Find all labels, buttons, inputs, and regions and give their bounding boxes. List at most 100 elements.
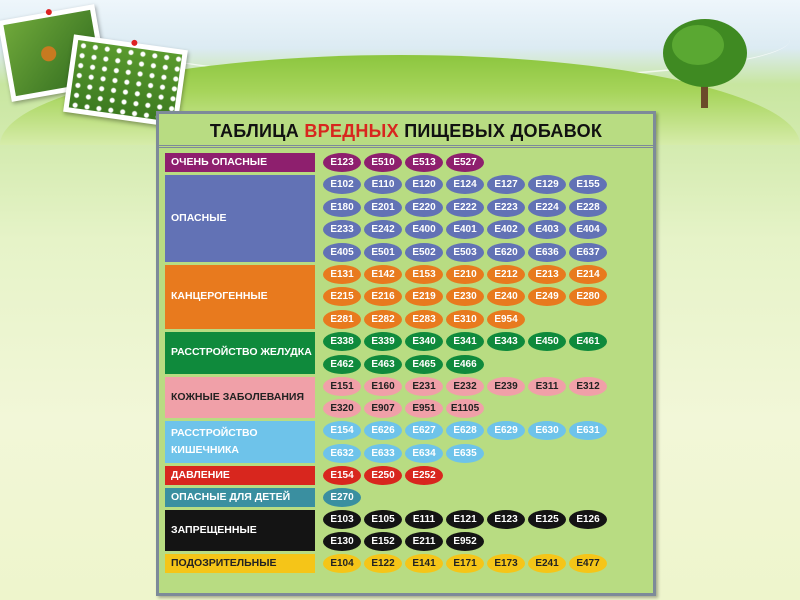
additive-code-badge: E105 <box>364 509 402 529</box>
category-row: ОПАСНЫЕ ДЛЯ ДЕТЕЙ E270 <box>165 487 647 507</box>
additive-code-badge: E104 <box>323 554 361 574</box>
category-row: РАССТРОЙСТВО ЖЕЛУДКА E338 E339 E340 E341 E343… <box>165 331 647 374</box>
additive-code-badge: E212 <box>487 264 525 284</box>
additive-code-badge: E463 <box>364 354 402 374</box>
additive-code-badge: E141 <box>405 554 443 574</box>
additive-code-badge: E634 <box>405 443 443 463</box>
additive-code-badge: E952 <box>446 532 484 552</box>
additive-code-badge: E220 <box>405 197 443 217</box>
tree-illustration <box>663 19 747 108</box>
additive-code-badge: E338 <box>323 331 361 351</box>
additive-code-badge: E341 <box>446 331 484 351</box>
additive-code-badge: E222 <box>446 197 484 217</box>
additive-code-badge: E403 <box>528 220 566 240</box>
additive-codes: E131 E142 E153 E210 E212 E213 E214 E215 E216 E219… <box>315 264 645 329</box>
additive-code-badge: E466 <box>446 354 484 374</box>
additive-code-badge: E320 <box>323 399 361 419</box>
additive-code-badge: E103 <box>323 509 361 529</box>
additive-code-badge: E120 <box>405 175 443 194</box>
additive-code-badge: E282 <box>364 309 402 329</box>
additive-code-badge: E450 <box>528 331 566 351</box>
additive-code-badge: E110 <box>364 175 402 194</box>
additive-code-badge: E228 <box>569 197 607 217</box>
additive-code-badge: E402 <box>487 220 525 240</box>
additive-codes: E154 E626 E627 E628 E629 E630 E631 E632 E633 E634… <box>315 421 645 463</box>
category-row: КОЖНЫЕ ЗАБОЛЕВАНИЯ E151 E160 E231 E232 E239 E3… <box>165 376 647 419</box>
additive-code-badge: E465 <box>405 354 443 374</box>
additive-code-badge: E343 <box>487 331 525 351</box>
category-row: ОПАСНЫЕ E102 E110 E120 E124 E127 E129 E155 E180 E… <box>165 175 647 262</box>
table-title: ТАБЛИЦА ВРЕДНЫХ ПИЩЕВЫХ ДОБАВОК <box>159 114 653 148</box>
category-row: КАНЦЕРОГЕННЫЕ E131 E142 E153 E210 E212 E213 E21… <box>165 264 647 329</box>
category-row: ПОДОЗРИТЕЛЬНЫЕ E104 E122 E141 E171 E173 E241 E4… <box>165 554 647 574</box>
additive-code-badge: E180 <box>323 197 361 217</box>
additive-code-badge: E224 <box>528 197 566 217</box>
additive-code-badge: E242 <box>364 220 402 240</box>
additive-code-badge: E210 <box>446 264 484 284</box>
additive-code-badge: E951 <box>405 399 443 419</box>
additive-code-badge: E130 <box>323 532 361 552</box>
additive-code-badge: E1105 <box>446 399 484 419</box>
additive-code-badge: E213 <box>528 264 566 284</box>
additive-code-badge: E510 <box>364 153 402 172</box>
additive-code-badge: E310 <box>446 309 484 329</box>
additive-code-badge: E250 <box>364 465 402 485</box>
additive-code-badge: E142 <box>364 264 402 284</box>
additive-codes: E104 E122 E141 E171 E173 E241 E477 <box>315 554 645 574</box>
additive-code-badge: E232 <box>446 376 484 396</box>
additive-code-badge: E340 <box>405 331 443 351</box>
category-row: ДАВЛЕНИЕ E154 E250 E252 <box>165 465 647 485</box>
additive-code-badge: E461 <box>569 331 607 351</box>
additive-code-badge: E154 <box>323 465 361 485</box>
additive-code-badge: E339 <box>364 331 402 351</box>
additive-code-badge: E502 <box>405 242 443 262</box>
category-label: КАНЦЕРОГЕННЫЕ <box>165 264 315 329</box>
additive-code-badge: E122 <box>364 554 402 574</box>
additive-code-badge: E231 <box>405 376 443 396</box>
additive-code-badge: E400 <box>405 220 443 240</box>
additive-code-badge: E214 <box>569 264 607 284</box>
additive-code-badge: E151 <box>323 376 361 396</box>
additive-code-badge: E252 <box>405 465 443 485</box>
additive-code-badge: E527 <box>446 153 484 172</box>
additive-code-badge: E127 <box>487 175 525 194</box>
additive-code-badge: E233 <box>323 220 361 240</box>
additive-code-badge: E462 <box>323 354 361 374</box>
additive-code-badge: E635 <box>446 443 484 463</box>
additive-code-badge: E477 <box>569 554 607 574</box>
additives-table: ТАБЛИЦА ВРЕДНЫХ ПИЩЕВЫХ ДОБАВОК ОЧЕНЬ ОП… <box>156 111 656 596</box>
additive-codes: E151 E160 E231 E232 E239 E311 E312 E320 E907 E951… <box>315 376 645 419</box>
additive-code-badge: E123 <box>487 509 525 529</box>
additive-code-badge: E630 <box>528 421 566 441</box>
additive-codes: E103 E105 E111 E121 E123 E125 E126 E130 E152 E211… <box>315 509 645 552</box>
additive-code-badge: E111 <box>405 509 443 529</box>
additive-code-badge: E153 <box>405 264 443 284</box>
additive-codes: E102 E110 E120 E124 E127 E129 E155 E180 E201 E220… <box>315 175 645 262</box>
additive-code-badge: E173 <box>487 554 525 574</box>
additive-code-badge: E123 <box>323 153 361 172</box>
table-body: ОЧЕНЬ ОПАСНЫЕ E123 E510 E513 E527 ОПАСНЫЕ E102… <box>159 148 653 574</box>
additive-code-badge: E404 <box>569 220 607 240</box>
additive-code-badge: E401 <box>446 220 484 240</box>
additive-code-badge: E629 <box>487 421 525 441</box>
additive-code-badge: E280 <box>569 287 607 307</box>
additive-code-badge: E627 <box>405 421 443 441</box>
additive-codes: E154 E250 E252 <box>315 465 645 485</box>
additive-code-badge: E626 <box>364 421 402 441</box>
additive-code-badge: E219 <box>405 287 443 307</box>
additive-code-badge: E201 <box>364 197 402 217</box>
category-row: ОЧЕНЬ ОПАСНЫЕ E123 E510 E513 E527 <box>165 153 647 172</box>
additive-code-badge: E126 <box>569 509 607 529</box>
category-label: ПОДОЗРИТЕЛЬНЫЕ <box>165 554 315 574</box>
category-label: ДАВЛЕНИЕ <box>165 465 315 485</box>
additive-code-badge: E631 <box>569 421 607 441</box>
additive-code-badge: E501 <box>364 242 402 262</box>
additive-code-badge: E215 <box>323 287 361 307</box>
additive-code-badge: E223 <box>487 197 525 217</box>
additive-code-badge: E513 <box>405 153 443 172</box>
additive-code-badge: E241 <box>528 554 566 574</box>
category-label: РАССТРОЙСТВО КИШЕЧНИКА <box>165 421 315 463</box>
additive-code-badge: E216 <box>364 287 402 307</box>
additive-code-badge: E102 <box>323 175 361 194</box>
additive-code-badge: E124 <box>446 175 484 194</box>
